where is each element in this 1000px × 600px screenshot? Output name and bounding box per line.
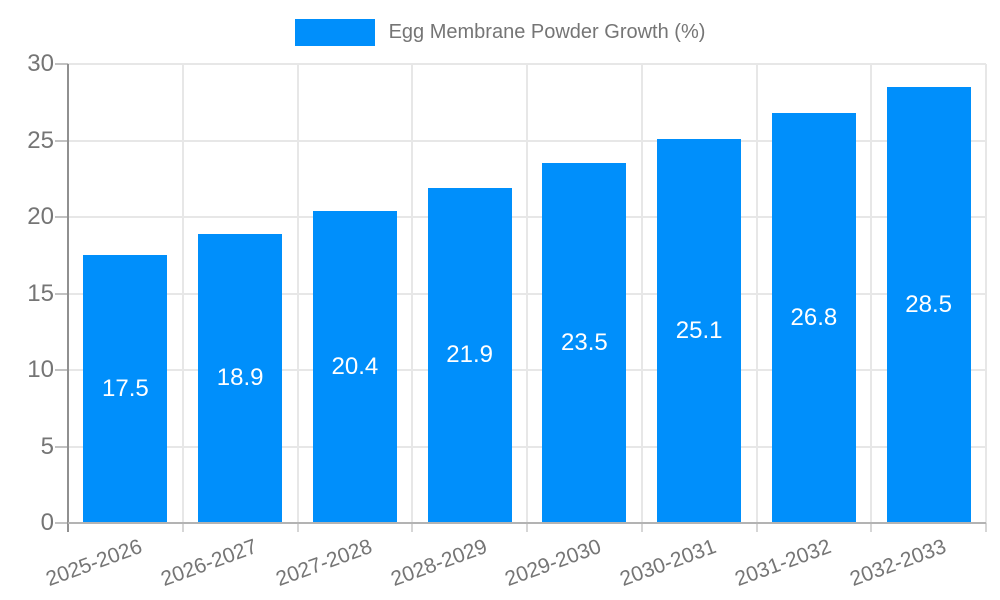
y-axis-tick-label: 30 <box>27 50 54 77</box>
x-axis-line <box>68 522 986 524</box>
bar-value-label: 23.5 <box>561 329 608 357</box>
x-axis-tick <box>640 523 643 532</box>
x-axis-tick <box>985 523 987 532</box>
gridline-vertical <box>411 64 414 523</box>
bar-value-label: 20.4 <box>331 352 379 380</box>
bar-value-label: 21.9 <box>446 341 493 369</box>
gridline-vertical <box>985 64 987 523</box>
x-axis-tick <box>181 523 184 532</box>
y-axis-tick-label: 20 <box>27 203 54 230</box>
bar-value-label: 25.1 <box>675 316 723 344</box>
y-axis-tick <box>55 522 68 524</box>
legend-label: Egg Membrane Powder Growth (%) <box>388 20 706 43</box>
gridline-vertical <box>640 64 643 523</box>
y-axis-tick <box>55 139 68 142</box>
bar[interactable] <box>198 233 283 523</box>
gridline-vertical <box>755 64 758 523</box>
bar[interactable] <box>886 86 971 523</box>
bar[interactable] <box>657 138 742 523</box>
x-axis-tick <box>411 523 414 532</box>
bar[interactable] <box>771 112 856 523</box>
gridline-vertical <box>181 64 184 523</box>
bar[interactable] <box>83 255 168 523</box>
bar-value-label: 17.5 <box>102 375 149 403</box>
gridline-vertical <box>526 64 528 523</box>
y-axis-tick-label: 25 <box>27 126 54 154</box>
bar-value-label: 18.9 <box>216 364 264 392</box>
bar[interactable] <box>312 210 397 523</box>
x-axis-tick <box>296 523 299 532</box>
y-axis-tick-label: 0 <box>40 509 54 536</box>
y-axis-line <box>67 64 69 532</box>
bar-value-label: 26.8 <box>790 303 838 331</box>
gridline-vertical <box>296 64 299 523</box>
y-axis-tick <box>55 292 68 295</box>
y-axis-tick <box>55 445 68 448</box>
gridline-vertical <box>870 64 873 523</box>
bar[interactable] <box>427 187 512 523</box>
y-axis-tick <box>55 369 68 371</box>
bar[interactable] <box>542 163 627 523</box>
y-axis-tick <box>55 63 68 65</box>
y-axis-tick-label: 10 <box>27 356 54 383</box>
bar-value-label: 28.5 <box>905 290 952 318</box>
x-axis-tick <box>526 523 528 532</box>
legend[interactable]: Egg Membrane Powder Growth (%) <box>0 14 1000 50</box>
y-axis-tick-label: 5 <box>40 432 54 460</box>
x-axis-tick <box>755 523 758 532</box>
legend-swatch <box>294 18 375 46</box>
y-axis-tick <box>55 216 68 218</box>
x-axis-tick <box>870 523 873 532</box>
y-axis-tick-label: 15 <box>27 279 54 307</box>
